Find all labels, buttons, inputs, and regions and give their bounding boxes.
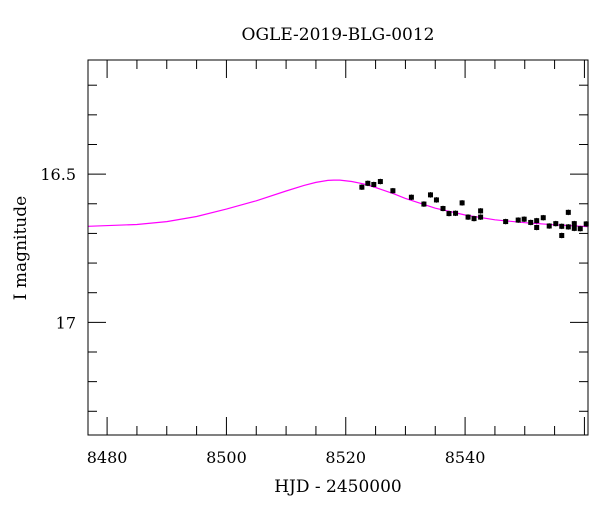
model-curve-group [87, 179, 589, 228]
data-point [515, 217, 521, 223]
data-point [571, 225, 577, 231]
axis-ticks: 8480 8500 8520 8540 16.5 17 [40, 60, 588, 467]
data-point [577, 226, 583, 232]
data-point [459, 200, 465, 206]
data-point [471, 216, 477, 222]
data-point [534, 224, 540, 230]
x-axis-label: HJD - 2450000 [274, 477, 402, 497]
data-point [433, 197, 439, 203]
y-axis-label: I magnitude [11, 196, 31, 300]
x-tick-label: 8520 [325, 448, 366, 467]
data-point [583, 221, 589, 227]
data-point [559, 232, 565, 238]
data-point [503, 219, 509, 225]
data-point [546, 223, 552, 229]
x-tick-label: 8480 [87, 448, 128, 467]
chart-title: OGLE-2019-BLG-0012 [242, 25, 435, 45]
data-point [421, 201, 427, 207]
data-point [553, 221, 559, 227]
y-tick-label: 16.5 [40, 165, 76, 184]
data-point [365, 180, 371, 186]
data-point [478, 208, 484, 214]
data-point [559, 223, 565, 229]
data-point [390, 188, 396, 194]
plot-frame [87, 59, 589, 436]
data-point [521, 216, 527, 222]
data-point [446, 211, 452, 217]
data-point [528, 219, 534, 225]
data-point [359, 184, 365, 190]
model-curve-line [87, 179, 589, 228]
data-point [571, 221, 577, 227]
data-point [465, 214, 471, 220]
x-tick-label: 8540 [445, 448, 486, 467]
data-point [540, 215, 546, 221]
data-point [565, 224, 571, 230]
data-point [427, 192, 433, 198]
data-point [371, 182, 377, 188]
x-tick-label: 8500 [206, 448, 247, 467]
data-point [478, 214, 484, 220]
data-points-group [359, 178, 589, 239]
data-point [440, 206, 446, 212]
data-point [377, 179, 383, 185]
data-point [565, 209, 571, 215]
data-point [534, 218, 540, 224]
y-tick-label: 17 [56, 313, 76, 332]
data-point [453, 210, 459, 216]
data-point [408, 194, 414, 200]
